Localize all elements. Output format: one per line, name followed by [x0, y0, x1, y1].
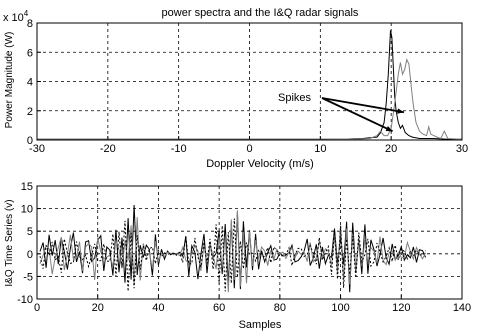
y-multiplier-exponent: 4 [24, 9, 29, 18]
y-tick-label: 10 [21, 204, 33, 216]
series-line [39, 218, 427, 292]
y-multiplier-base: x 10 [3, 12, 24, 24]
grid [36, 185, 463, 300]
power-spectrum-panel: power spectra and the I&Q radar signals … [3, 7, 468, 170]
series-group [39, 204, 427, 293]
plot-frame [36, 185, 463, 300]
tick-labels: -30 -20 -10 0 10 20 30 0 2 4 6 8 [27, 18, 468, 155]
y-tick-label: -5 [23, 271, 33, 283]
x-tick-label: -20 [100, 143, 116, 155]
x-tick-label: 10 [314, 143, 326, 155]
y-axis-label: Power Magnitude (W) [4, 32, 15, 129]
x-tick-label: 140 [453, 302, 471, 314]
y-tick-label: 2 [27, 106, 33, 118]
y-tick-label: 6 [27, 47, 33, 59]
chart-title: power spectra and the I&Q radar signals [162, 7, 359, 19]
spikes-annotation-label: Spikes [278, 92, 312, 104]
x-tick-label: 20 [92, 302, 104, 314]
x-tick-label: 60 [213, 302, 225, 314]
y-multiplier-label: x 104 [3, 9, 29, 24]
y-axis-label: I&Q Time Series (v) [4, 199, 15, 286]
x-tick-label: -30 [29, 143, 45, 155]
x-axis-label: Doppler Velocity (m/s) [206, 158, 314, 170]
y-tick-label: 0 [27, 249, 33, 261]
x-tick-label: -10 [171, 143, 187, 155]
x-tick-label: 80 [274, 302, 286, 314]
iq-time-series-panel: I&Q Time Series (v) Samples 0 20 40 60 80 100… [4, 181, 471, 331]
x-tick-label: 120 [392, 302, 410, 314]
tick-labels: 0 20 40 60 80 100 120 140 -10 -5 0 5 10 15 [17, 181, 471, 314]
y-tick-label: 0 [27, 135, 33, 147]
annotation-arrowhead [397, 108, 404, 114]
y-tick-label: 8 [27, 18, 33, 30]
y-tick-label: -10 [17, 294, 33, 306]
series-line [37, 58, 463, 141]
annotation-arrow [321, 97, 405, 114]
y-tick-label: 4 [27, 77, 33, 89]
y-tick-label: 5 [27, 226, 33, 238]
x-tick-label: 40 [152, 302, 164, 314]
y-tick-label: 15 [21, 181, 33, 193]
x-tick-label: 30 [456, 143, 468, 155]
annotation-arrowhead [385, 126, 393, 132]
series-group [37, 30, 463, 141]
annotation-arrow [321, 97, 393, 133]
x-tick-label: 20 [385, 143, 397, 155]
plot-frame [36, 22, 463, 141]
x-tick-label: 0 [34, 302, 40, 314]
annotation: Spikes [278, 92, 405, 133]
x-axis-label: Samples [239, 319, 282, 331]
x-tick-label: 0 [246, 143, 252, 155]
x-tick-label: 100 [331, 302, 349, 314]
